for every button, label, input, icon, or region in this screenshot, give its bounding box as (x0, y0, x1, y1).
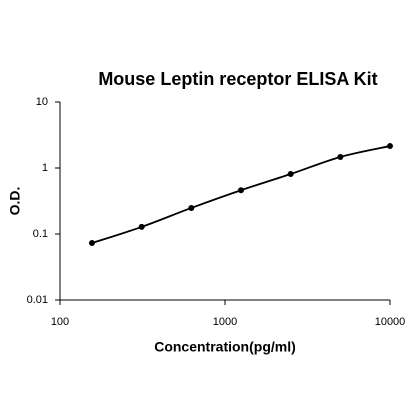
y-axis-label: O.D. (7, 187, 23, 216)
point (188, 204, 195, 211)
x-axis-label: Concentration(pg/ml) (154, 339, 296, 355)
point (387, 143, 393, 150)
point (88, 240, 95, 247)
point (337, 153, 344, 160)
x-tick-label: 10000 (375, 316, 406, 328)
y-tick-label: 0.1 (33, 228, 48, 240)
x-tick-label: 1000 (213, 316, 237, 328)
point (138, 223, 145, 230)
chart-title: Mouse Leptin receptor ELISA Kit (98, 69, 377, 89)
y-tick-label: 10 (36, 96, 48, 108)
point (287, 171, 294, 178)
y-tick-label: 1 (42, 162, 48, 174)
point (237, 187, 244, 194)
y-tick-label: 0.01 (27, 294, 48, 306)
x-tick-label: 100 (51, 316, 69, 328)
